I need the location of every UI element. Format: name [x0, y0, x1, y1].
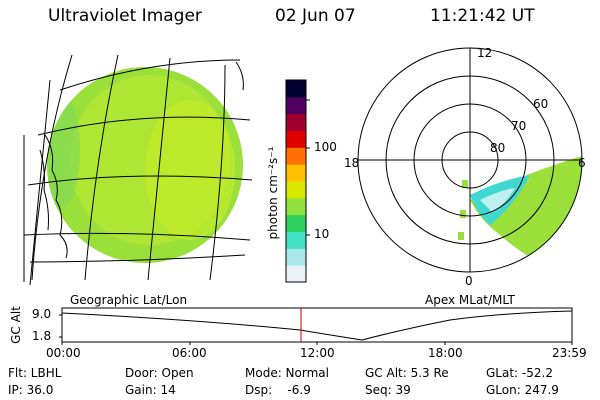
observation-date: 02 Jun 07	[275, 6, 356, 26]
colorbar-tick-10: 10	[314, 227, 330, 241]
left-panel-caption: Geographic Lat/Lon	[70, 293, 188, 307]
image-title: Ultraviolet Imager	[48, 6, 202, 26]
colorbar-swatch	[286, 197, 306, 216]
altitude-tick-low: 1.8	[32, 329, 52, 343]
time-tick-1: 06:00	[172, 346, 207, 360]
colorbar-swatch	[286, 80, 306, 98]
gc-alt-info: GC Alt: 5.3 Re	[365, 366, 449, 380]
glat-info: GLat: -52.2	[486, 366, 553, 380]
colorbar-unit-label: photon cm⁻²s⁻¹	[266, 146, 280, 240]
colorbar-swatch	[286, 96, 306, 115]
geographic-grid	[23, 54, 253, 286]
mode-info: Mode: Normal	[245, 366, 329, 380]
time-tick-4: 23:59	[552, 346, 587, 360]
colorbar-swatch	[286, 181, 306, 199]
colorbar-swatch	[286, 113, 306, 131]
polar-grid	[357, 47, 583, 273]
mlt-label-bottom: 0	[465, 274, 473, 288]
ip-info: IP: 36.0	[8, 383, 54, 397]
colorbar	[285, 79, 307, 283]
colorbar-swatch	[286, 265, 306, 283]
right-panel-caption: Apex MLat/MLT	[425, 293, 515, 307]
seq-info: Seq: 39	[365, 383, 411, 397]
mlat-label-70: 70	[511, 119, 527, 133]
time-tick-0: 00:00	[46, 346, 81, 360]
altitude-plot	[59, 307, 573, 345]
door-info: Door: Open	[125, 366, 194, 380]
colorbar-swatch	[286, 130, 306, 148]
colorbar-swatch	[286, 248, 306, 266]
mlat-label-60: 60	[533, 97, 549, 111]
colorbar-frame	[285, 79, 307, 283]
observation-time: 11:21:42 UT	[430, 6, 535, 26]
colorbar-swatch	[286, 231, 306, 249]
mlt-label-top: 12	[477, 46, 493, 60]
time-tick-2: 12:00	[300, 346, 335, 360]
geographic-disk-image	[47, 67, 243, 263]
filter-info: Flt: LBHL	[8, 366, 62, 380]
colorbar-swatch	[286, 147, 306, 165]
colorbar-swatch	[286, 214, 306, 232]
mlt-label-left: 18	[344, 156, 360, 170]
gain-info: Gain: 14	[125, 383, 176, 397]
altitude-axis-label: GC Alt	[9, 306, 23, 344]
time-tick-3: 18:00	[428, 346, 463, 360]
dsp-info: Dsp: -6.9	[245, 383, 311, 397]
glon-info: GLon: 247.9	[486, 383, 559, 397]
colorbar-tick-100: 100	[314, 140, 337, 154]
mlt-label-right: 6	[578, 156, 586, 170]
mlat-label-80: 80	[490, 141, 506, 155]
colorbar-swatch	[286, 164, 306, 182]
altitude-tick-high: 9.0	[32, 307, 52, 321]
